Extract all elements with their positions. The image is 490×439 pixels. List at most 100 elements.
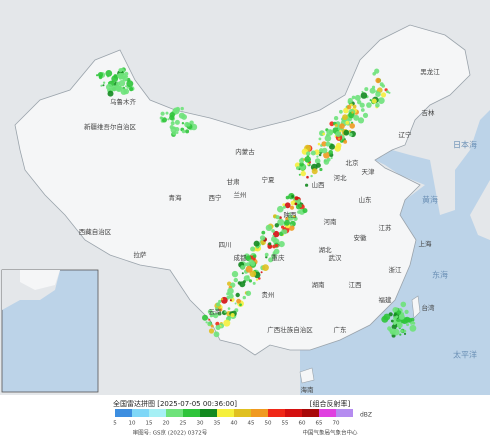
echo-cell bbox=[97, 72, 104, 78]
echo-cell bbox=[390, 319, 394, 323]
echo-cell bbox=[207, 309, 213, 315]
echo-cell bbox=[387, 326, 392, 331]
echo-cell bbox=[318, 153, 322, 157]
echo-cell bbox=[386, 90, 389, 94]
echo-cell bbox=[245, 262, 250, 267]
echo-cell bbox=[174, 119, 180, 125]
echo-cell bbox=[227, 287, 234, 295]
legend-title: 全国雷达拼图 [2025-07-05 00:36:00] bbox=[113, 399, 237, 408]
echo-cell bbox=[296, 166, 300, 170]
echo-cell bbox=[300, 170, 306, 177]
region-label: 浙江 bbox=[389, 265, 403, 274]
echo-cell bbox=[281, 225, 285, 229]
echo-cell bbox=[170, 121, 175, 126]
echo-cell bbox=[375, 91, 381, 97]
color-swatch bbox=[200, 409, 217, 417]
echo-cell bbox=[116, 81, 120, 86]
region-label: 江苏 bbox=[379, 223, 393, 232]
color-swatch bbox=[234, 409, 251, 417]
echo-cell bbox=[248, 279, 252, 283]
region-label: 河南 bbox=[324, 217, 338, 226]
echo-cell bbox=[159, 116, 163, 120]
echo-cell bbox=[339, 123, 345, 129]
region-label: 台湾 bbox=[422, 303, 436, 312]
echo-cell bbox=[118, 73, 123, 78]
sea bbox=[300, 110, 490, 395]
echo-cell bbox=[311, 168, 318, 175]
echo-cell bbox=[289, 205, 295, 210]
echo-cell bbox=[360, 92, 368, 99]
echo-cell bbox=[126, 80, 134, 88]
echo-cell bbox=[282, 229, 288, 235]
echo-cell bbox=[298, 204, 302, 208]
echo-cell bbox=[120, 88, 128, 95]
echo-cell bbox=[172, 131, 177, 136]
echo-cell bbox=[299, 158, 304, 164]
region-label: 贵州 bbox=[262, 290, 275, 299]
echo-cell bbox=[351, 111, 354, 114]
legend-tick-label: 10 bbox=[129, 421, 136, 427]
region-label: 新疆维吾尔自治区 bbox=[84, 122, 137, 131]
city-label: 西宁 bbox=[209, 193, 223, 202]
echo-cell bbox=[388, 91, 391, 94]
region-label: 山西 bbox=[312, 180, 326, 189]
echo-cell bbox=[96, 74, 99, 77]
echo-cell bbox=[227, 307, 231, 310]
echo-cell bbox=[317, 142, 321, 146]
echo-cell bbox=[245, 265, 253, 273]
echo-cell bbox=[220, 298, 224, 301]
echo-cell bbox=[245, 290, 252, 296]
echo-cell bbox=[400, 319, 405, 324]
echo-cell bbox=[353, 114, 360, 121]
city-label: 北京 bbox=[346, 158, 360, 167]
echo-cell bbox=[284, 219, 290, 226]
echo-cell bbox=[215, 307, 219, 311]
echo-cell bbox=[167, 118, 170, 121]
echo-cell bbox=[277, 218, 285, 226]
color-swatch bbox=[251, 409, 268, 417]
echo-cell bbox=[325, 133, 329, 137]
color-swatch bbox=[336, 409, 353, 417]
echo-cell bbox=[403, 332, 407, 335]
echo-cell bbox=[118, 80, 126, 87]
region-label: 云南 bbox=[209, 307, 223, 316]
echo-cell bbox=[249, 270, 257, 278]
echo-cell bbox=[264, 252, 269, 257]
color-swatch bbox=[166, 409, 183, 417]
echo-cell bbox=[181, 122, 185, 125]
echo-cell bbox=[262, 264, 269, 271]
echo-cell bbox=[259, 235, 266, 241]
approval-number: 审图号: GS京 (2022) 0372号 bbox=[133, 429, 208, 437]
echo-cell bbox=[369, 99, 372, 102]
echo-cell bbox=[255, 278, 259, 281]
region-label: 江西 bbox=[349, 281, 363, 289]
city-label: 成都 bbox=[234, 253, 248, 262]
region-label: 广东 bbox=[334, 325, 348, 334]
echo-cell bbox=[218, 299, 222, 304]
inset bbox=[1, 269, 99, 393]
echo-cell bbox=[174, 126, 180, 132]
echo-cell bbox=[100, 84, 103, 87]
echo-cell bbox=[242, 295, 246, 300]
legend-tick-label: 45 bbox=[248, 421, 255, 427]
echo-cell bbox=[160, 111, 165, 116]
region-label: 吉林 bbox=[422, 108, 436, 117]
echo-cell bbox=[404, 309, 409, 314]
echo-cell bbox=[235, 292, 240, 298]
radar-echo bbox=[96, 67, 417, 338]
echo-cell bbox=[252, 281, 256, 285]
city-label: 上海 bbox=[419, 239, 433, 248]
legend-tick-label: 50 bbox=[265, 421, 272, 427]
echo-cell bbox=[274, 223, 279, 228]
echo-cell bbox=[298, 173, 301, 176]
echo-cell bbox=[230, 313, 235, 318]
echo-cell bbox=[306, 151, 311, 156]
echo-cell bbox=[330, 156, 333, 160]
color-swatch bbox=[217, 409, 234, 417]
echo-cell bbox=[310, 174, 313, 178]
color-swatch bbox=[268, 409, 285, 417]
region-label: 陕西 bbox=[284, 210, 298, 219]
region-label: 山东 bbox=[359, 195, 373, 204]
city-label: 拉萨 bbox=[134, 250, 148, 259]
echo-cell bbox=[400, 301, 407, 308]
